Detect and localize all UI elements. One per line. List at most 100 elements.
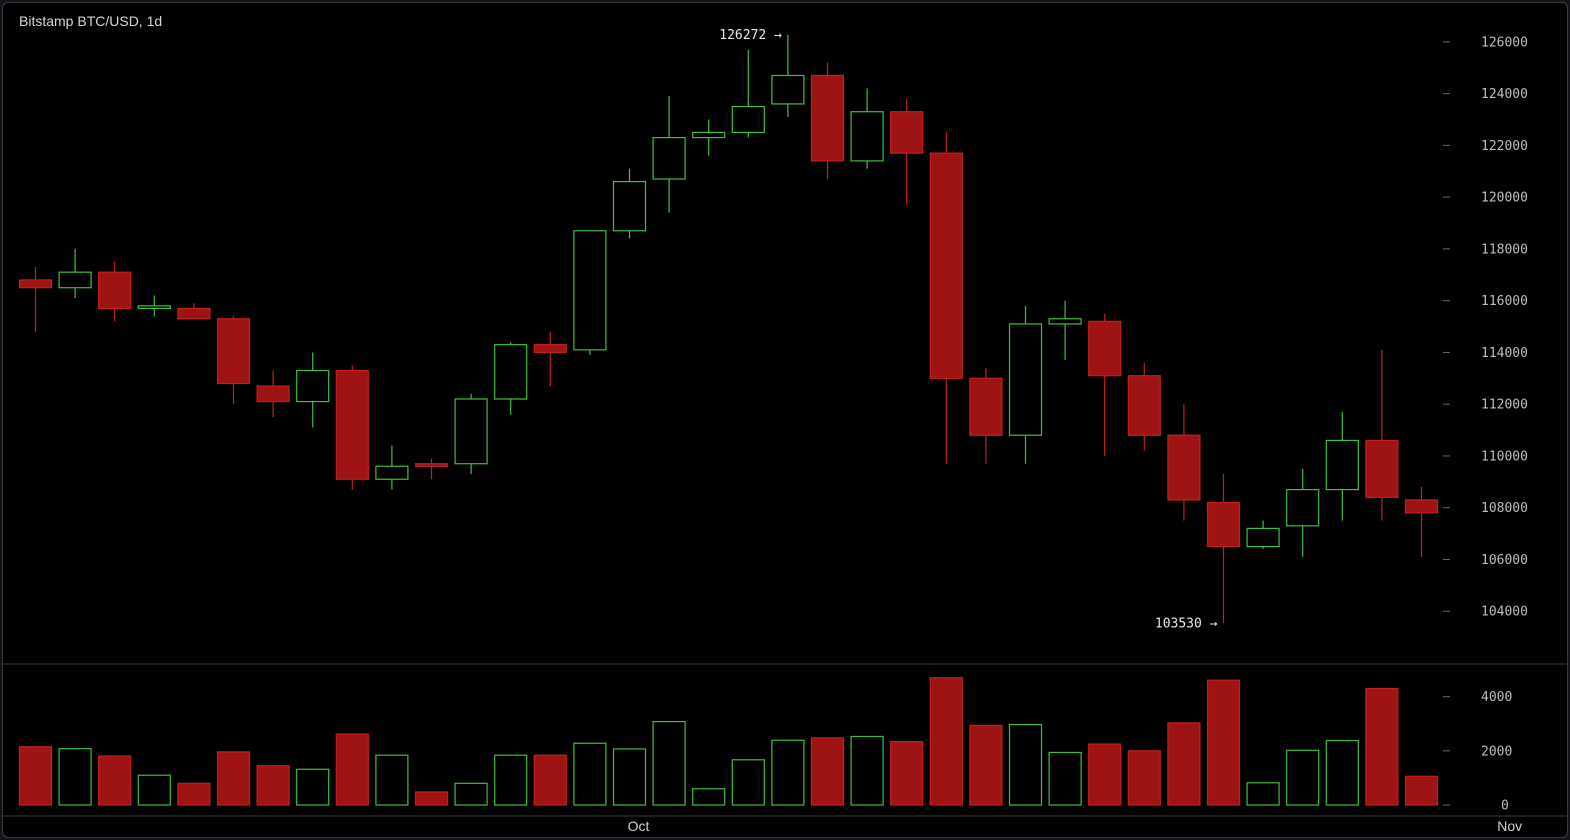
candle-body bbox=[1088, 320, 1122, 377]
candle bbox=[494, 342, 528, 415]
candle-body bbox=[454, 398, 488, 465]
candle bbox=[18, 267, 53, 332]
volume-bar bbox=[533, 754, 567, 806]
candle bbox=[731, 49, 765, 138]
time-axis-label: Oct bbox=[628, 818, 650, 834]
volume-axis: 0 2000 4000 bbox=[1443, 690, 1512, 814]
candle-body bbox=[731, 105, 765, 134]
candle-body bbox=[1246, 527, 1280, 548]
candle-body bbox=[18, 279, 53, 289]
candle-body bbox=[1206, 501, 1241, 548]
volume-tick-label: 4000 bbox=[1481, 690, 1512, 705]
time-axis-label: Nov bbox=[1497, 818, 1522, 834]
candle-body bbox=[1127, 375, 1161, 436]
candle bbox=[296, 352, 330, 428]
candle-body bbox=[1404, 499, 1439, 514]
candle bbox=[454, 393, 488, 475]
candle bbox=[1286, 468, 1320, 557]
candle-body bbox=[533, 344, 567, 354]
volume-bar bbox=[731, 759, 765, 806]
volume-bar bbox=[256, 765, 290, 806]
candle-body bbox=[375, 465, 409, 480]
candle bbox=[335, 365, 369, 490]
volume-bar bbox=[1127, 750, 1161, 806]
volume-bar bbox=[1246, 782, 1280, 806]
price-annotations: 126272 → 103530 → bbox=[719, 28, 1217, 632]
price-tick-label: 112000 bbox=[1481, 398, 1528, 413]
candle-body bbox=[494, 344, 528, 400]
candle-body bbox=[692, 131, 726, 139]
volume-bar bbox=[969, 724, 1003, 806]
price-axis: 104000 106000 108000 110000 112000 114000 1160… bbox=[1443, 35, 1528, 620]
volume-bar bbox=[652, 720, 686, 806]
candle bbox=[1088, 313, 1122, 456]
candle bbox=[256, 370, 290, 418]
candle-body bbox=[890, 111, 924, 154]
price-tick-label: 114000 bbox=[1481, 346, 1528, 361]
volume-bar bbox=[771, 739, 805, 806]
time-axis: Oct Nov bbox=[3, 815, 1567, 834]
volume-bar bbox=[1325, 739, 1359, 806]
volume-bar bbox=[494, 754, 528, 806]
volume-bar bbox=[137, 774, 171, 806]
candlestick-chart[interactable]: 104000 106000 108000 110000 112000 114000 1160… bbox=[3, 3, 1567, 837]
price-tick-label: 126000 bbox=[1481, 35, 1528, 50]
volume-bar bbox=[890, 741, 924, 806]
candle bbox=[1127, 362, 1161, 451]
candle-body bbox=[810, 74, 845, 162]
candle bbox=[177, 303, 211, 320]
candle-body bbox=[929, 152, 963, 379]
price-tick-label: 110000 bbox=[1481, 449, 1528, 464]
candles bbox=[18, 34, 1439, 624]
volume-bar bbox=[296, 768, 330, 806]
candle-body bbox=[1048, 318, 1082, 325]
chart-title: Bitstamp BTC/USD, 1d bbox=[19, 13, 163, 29]
candle bbox=[1365, 349, 1399, 521]
candle-body bbox=[1286, 488, 1320, 527]
candle-body bbox=[969, 377, 1003, 436]
candle-body bbox=[1325, 439, 1359, 491]
volume-bar bbox=[1404, 775, 1439, 806]
candle bbox=[771, 34, 805, 117]
candle bbox=[375, 445, 409, 490]
candle bbox=[1048, 300, 1082, 361]
candle bbox=[573, 230, 607, 355]
candle bbox=[58, 248, 92, 299]
volume-bar bbox=[612, 748, 647, 806]
candle-body bbox=[652, 136, 686, 180]
candle bbox=[137, 295, 171, 317]
low-price-annotation: 103530 → bbox=[1155, 616, 1218, 631]
volume-bar bbox=[98, 755, 132, 806]
volume-bar bbox=[573, 742, 607, 806]
volume-bar bbox=[177, 782, 211, 806]
candle bbox=[692, 119, 726, 156]
candle bbox=[1404, 487, 1439, 557]
volume-bar bbox=[1206, 679, 1241, 806]
candle-body bbox=[771, 74, 805, 105]
volume-bar bbox=[18, 746, 53, 806]
volume-tick-label: 0 bbox=[1501, 799, 1509, 814]
volume-bar bbox=[1167, 722, 1201, 806]
candle-body bbox=[573, 230, 607, 351]
volume-bar bbox=[692, 788, 726, 806]
candle-body bbox=[256, 385, 290, 403]
candle-body bbox=[58, 271, 92, 289]
price-tick-label: 122000 bbox=[1481, 139, 1528, 154]
candle bbox=[414, 458, 449, 480]
volume-bar bbox=[1286, 749, 1320, 806]
candle bbox=[652, 96, 686, 213]
candle-body bbox=[335, 369, 369, 480]
candle-body bbox=[850, 111, 884, 162]
candle bbox=[850, 88, 884, 169]
price-tick-label: 124000 bbox=[1481, 87, 1528, 102]
candle bbox=[929, 132, 963, 464]
volume-bar bbox=[216, 751, 251, 806]
candle bbox=[1206, 474, 1241, 624]
volume-bar bbox=[1365, 687, 1399, 806]
volume-tick-label: 2000 bbox=[1481, 744, 1512, 759]
candle bbox=[533, 331, 567, 387]
candle bbox=[810, 62, 845, 179]
volume-bar bbox=[850, 735, 884, 806]
volume-bar bbox=[414, 791, 449, 806]
